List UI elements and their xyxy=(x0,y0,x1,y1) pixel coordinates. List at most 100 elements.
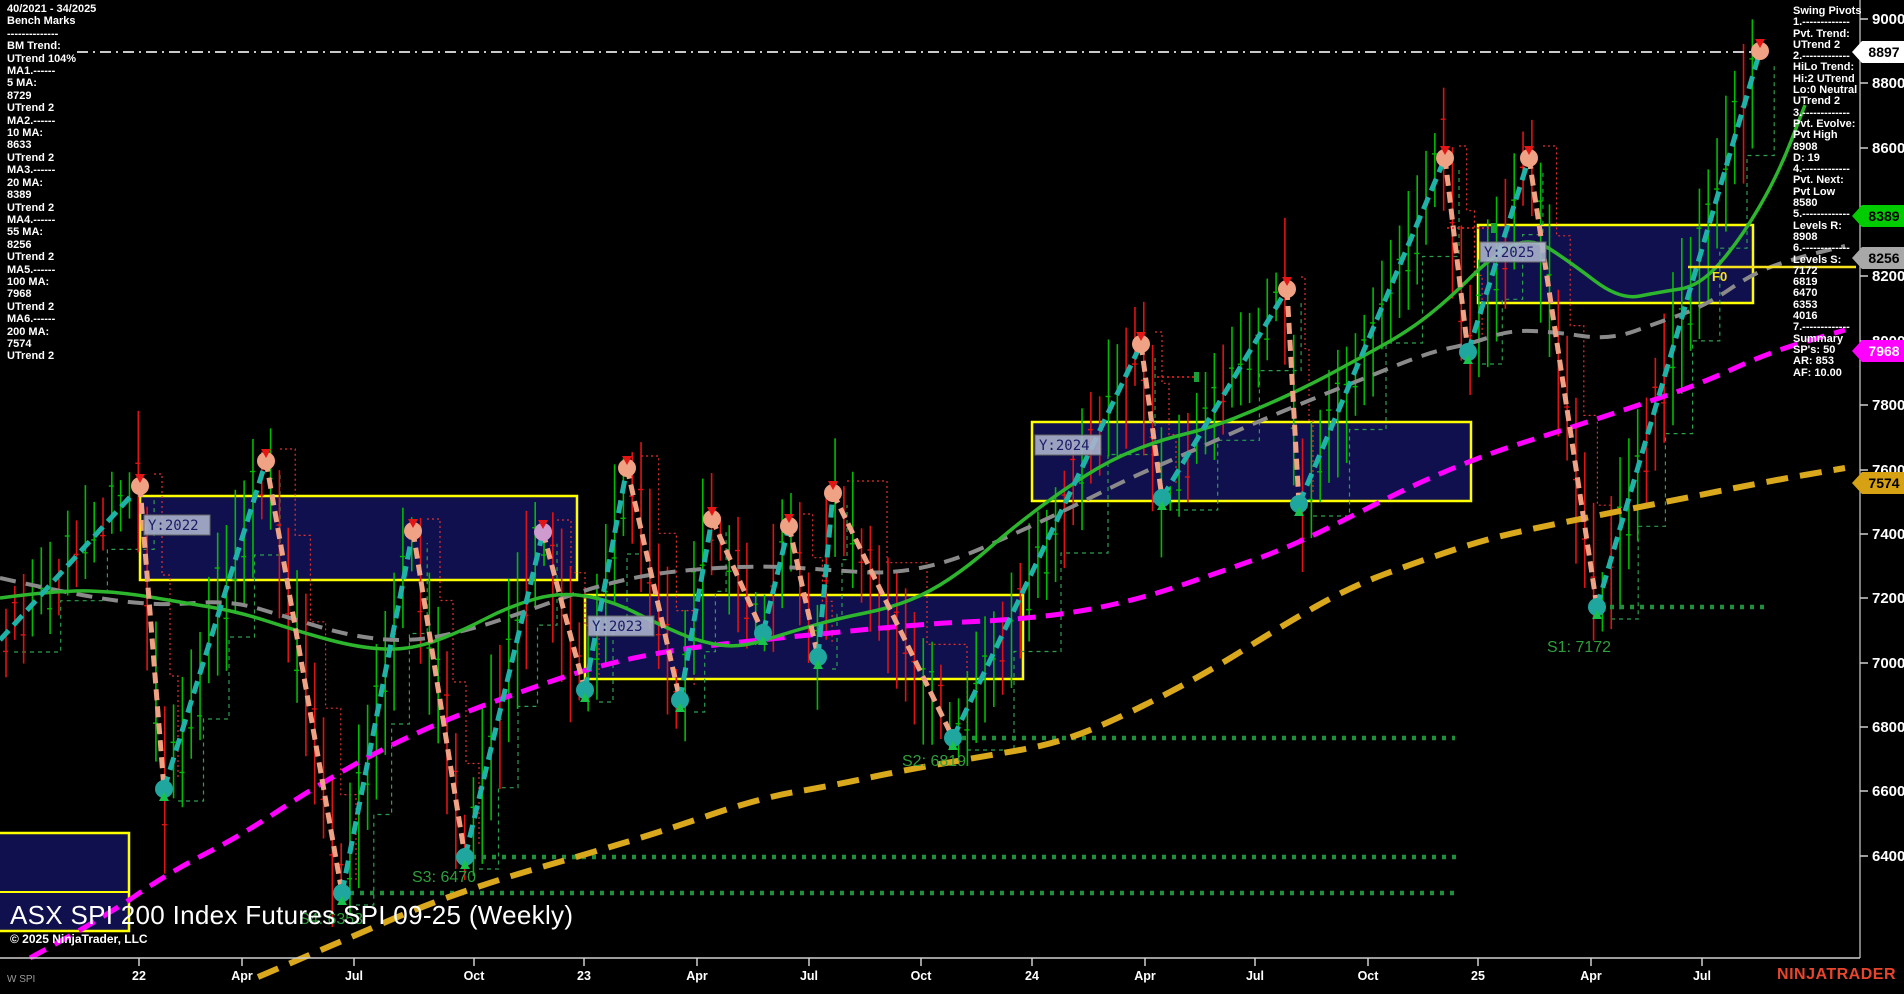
price-tick-label: 6800 xyxy=(1872,719,1904,736)
pivot-high-marker xyxy=(618,456,636,477)
panel-line: 8256 xyxy=(7,238,32,251)
panel-line: 4016 xyxy=(1793,310,1818,323)
panel-line: 55 MA: xyxy=(7,226,44,239)
pivot-high-marker xyxy=(1520,146,1538,167)
trail-step-up xyxy=(832,504,848,670)
panel-line: HiLo Trend: xyxy=(1793,61,1855,74)
trail-step-down xyxy=(1155,331,1177,486)
trail-step-up xyxy=(1313,170,1460,517)
date-tick-label: Apr xyxy=(1580,969,1602,983)
panel-line: MA3.------ xyxy=(7,164,56,177)
support-label: S4: 6353 xyxy=(299,911,363,928)
panel-line: 7574 xyxy=(7,337,32,350)
panel-line: Pvt. Next: xyxy=(1793,174,1844,187)
svg-text:8897: 8897 xyxy=(1868,44,1899,60)
date-tick-label: 24 xyxy=(1025,969,1039,983)
panel-line: Hi:2 UTrend xyxy=(1793,72,1855,85)
swing-up-line xyxy=(950,342,1144,740)
ma-100-week xyxy=(28,327,1846,961)
date-tick-label: Jul xyxy=(345,969,363,983)
panel-line: 20 MA: xyxy=(7,176,44,189)
svg-text:Y:2024: Y:2024 xyxy=(1039,438,1090,454)
panel-line: UTrend 2 xyxy=(7,151,55,164)
price-badge: 8897 xyxy=(1852,41,1904,63)
date-tick-label: Jul xyxy=(1693,969,1711,983)
date-tick-label: 23 xyxy=(577,969,591,983)
panel-line: Levels S: xyxy=(1793,253,1842,266)
f0-label: F0 xyxy=(1712,269,1727,284)
panel-line: 6819 xyxy=(1793,276,1818,289)
panel-line: Pvt High xyxy=(1793,129,1838,142)
panel-line: Pvt. Evolve: xyxy=(1793,117,1856,130)
panel-line: 3.------------- xyxy=(1793,106,1850,119)
panel-line: Bench Marks xyxy=(7,15,76,28)
pivot-low-marker xyxy=(456,848,474,869)
panel-line: 8389 xyxy=(7,189,32,202)
panel-line: D: 19 xyxy=(1793,151,1820,164)
panel-line: Lo:0 Neutral xyxy=(1793,84,1858,97)
panel-line: Swing Pivots xyxy=(1793,5,1862,17)
trail-step-up xyxy=(1176,300,1302,511)
trail-step-up xyxy=(14,498,155,653)
pivot-low-marker xyxy=(944,729,962,750)
panel-line: MA1.------ xyxy=(7,65,56,78)
swing-up-line xyxy=(0,484,142,642)
price-tick-label: 7200 xyxy=(1872,590,1904,607)
panel-line: 5 MA: xyxy=(7,77,37,90)
pivot-low-marker xyxy=(576,681,594,702)
year-zone-label: Y:2025 xyxy=(1479,241,1547,263)
swing-up-line xyxy=(1159,287,1290,500)
panel-line: AR: 853 xyxy=(1793,355,1834,368)
panel-line: BM Trend: xyxy=(7,40,61,53)
swing-up-line xyxy=(677,518,715,701)
price-tick-label: 8600 xyxy=(1872,140,1904,157)
year-zone-box xyxy=(138,494,579,582)
swing-up-line xyxy=(582,467,630,691)
trail-step-up xyxy=(967,356,1156,751)
benchmarks-panel: 40/2021 - 34/2025 Bench Marks ------------… xyxy=(7,3,96,363)
pivot-high-marker xyxy=(824,481,842,502)
pivot-low-marker xyxy=(1153,489,1171,510)
swing-down-line xyxy=(1138,343,1165,499)
panel-line: UTrend 2 xyxy=(1793,38,1841,51)
date-tick-label: 25 xyxy=(1471,969,1485,983)
swing-down-line xyxy=(410,530,468,858)
panel-line: Pvt Low xyxy=(1793,185,1836,198)
pivot-high-marker xyxy=(1751,39,1769,60)
swing-up-line xyxy=(161,460,269,790)
svg-text:7574: 7574 xyxy=(1868,475,1899,491)
pivot-low-marker xyxy=(1588,598,1606,619)
panel-line: 7172 xyxy=(1793,264,1818,277)
panel-line: 1.------------- xyxy=(1793,16,1850,29)
date-tick-label: 22 xyxy=(132,969,146,983)
svg-text:Y:2022: Y:2022 xyxy=(148,518,199,534)
swing-down-line xyxy=(624,467,683,701)
panel-line: 5.------------- xyxy=(1793,208,1850,221)
panel-line: 200 MA: xyxy=(7,325,50,338)
panel-line: UTrend 2 xyxy=(7,102,55,115)
pivot-high-marker xyxy=(780,514,798,535)
support-label: S2: 6819 xyxy=(902,753,966,770)
date-tick-label: Apr xyxy=(231,969,253,983)
price-tick-label: 6600 xyxy=(1872,783,1904,800)
pivot-low-marker xyxy=(671,691,689,712)
swing-up-line xyxy=(815,492,836,658)
instrument-tag: W SPI xyxy=(7,974,36,985)
pivot-low-marker xyxy=(1290,495,1308,516)
svg-text:8389: 8389 xyxy=(1868,208,1899,224)
swing-down-line xyxy=(786,525,821,658)
price-tick-label: 7800 xyxy=(1872,397,1904,414)
candles xyxy=(3,19,1755,927)
swing-pivots-panel: Swing Pivots 1.------------- Pvt. Trend: UT… xyxy=(1793,5,1904,379)
swing-up-line xyxy=(462,531,546,858)
trail-step-up xyxy=(178,473,281,802)
panel-line: 8633 xyxy=(7,139,32,152)
panel-line: Levels R: xyxy=(1793,219,1842,232)
panel-line: MA5.------ xyxy=(7,263,56,276)
panel-line: 8908 xyxy=(1793,230,1818,243)
panel-line: 10 MA: xyxy=(7,127,44,140)
ma-200-week xyxy=(256,465,1846,980)
copyright: © 2025 NinjaTrader, LLC xyxy=(10,932,148,946)
trail-step-down xyxy=(154,473,179,777)
